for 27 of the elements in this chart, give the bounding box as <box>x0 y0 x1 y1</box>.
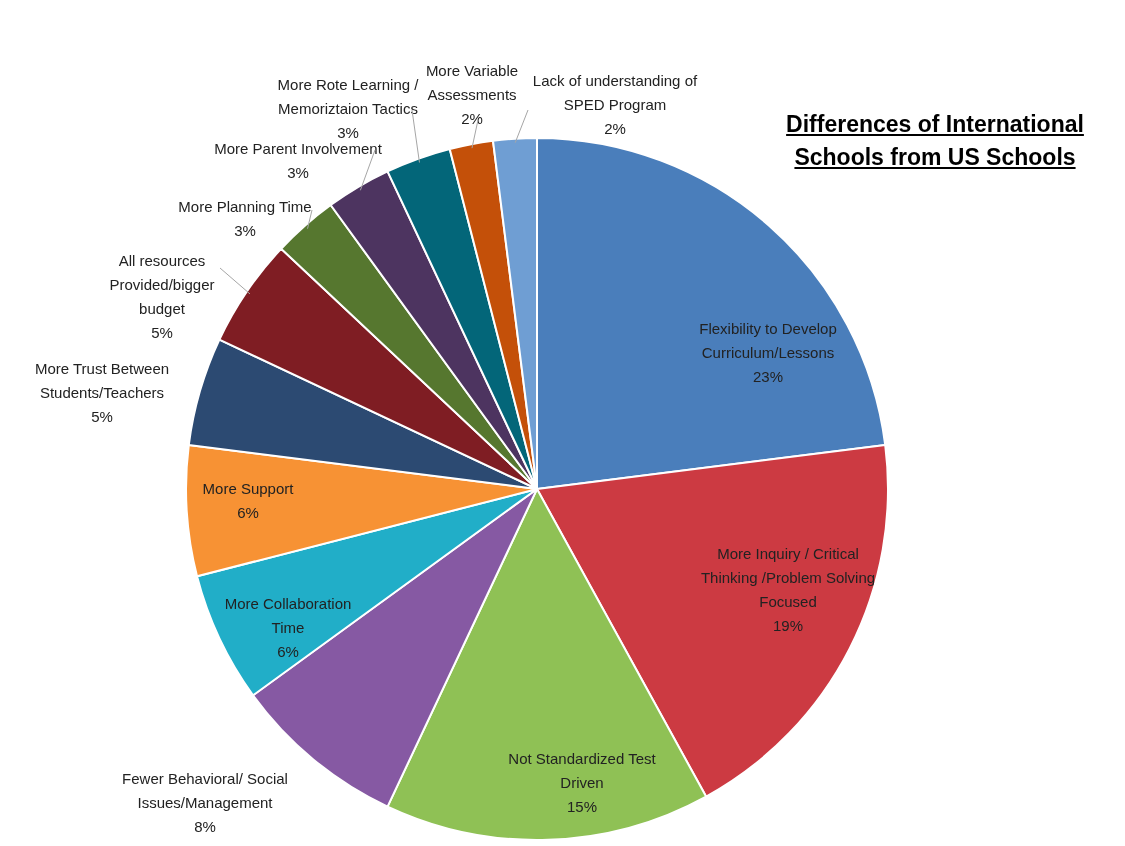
text: Differences of International Schools from US Schools <box>785 110 1085 173</box>
data-label: 3% <box>337 124 359 142</box>
slice-label: Fewer Behavioral/ Social Issues/Management <box>122 770 288 812</box>
data-label: 6% <box>277 643 299 661</box>
slice-label: All resources Provided/bigger budget <box>109 252 215 318</box>
data-label: 15% <box>566 798 598 816</box>
data-label: 2% <box>604 120 626 138</box>
data-label: 2% <box>461 110 483 128</box>
slice-label: More Support <box>202 480 295 498</box>
slice-label: Not Standardized Test Driven <box>508 750 657 792</box>
data-label: 3% <box>287 164 309 182</box>
slice-label: More Variable Assessments <box>425 62 519 104</box>
data-label: 5% <box>91 408 113 426</box>
data-label: 3% <box>234 222 256 240</box>
slice-label: More Rote Learning / Memoriztaion Tactics <box>277 76 420 118</box>
data-label: 19% <box>772 617 804 635</box>
data-label: 6% <box>237 504 259 522</box>
slice-label: Lack of understanding of SPED Program <box>532 72 698 114</box>
slice-label: More Collaboration Time <box>224 595 352 637</box>
data-label: 23% <box>752 368 784 386</box>
slice-label: More Inquiry / Critical Thinking /Problem Solving Focused <box>700 545 876 611</box>
slice-label: More Trust Between Students/Teachers <box>34 360 170 402</box>
data-label: 8% <box>194 818 216 836</box>
slice-label: Flexibility to Develop Curriculum/Lessons <box>699 320 837 362</box>
slice-label: More Parent Involvement <box>214 140 383 158</box>
data-label: 5% <box>151 324 173 342</box>
slice-label: More Planning Time <box>178 198 312 216</box>
